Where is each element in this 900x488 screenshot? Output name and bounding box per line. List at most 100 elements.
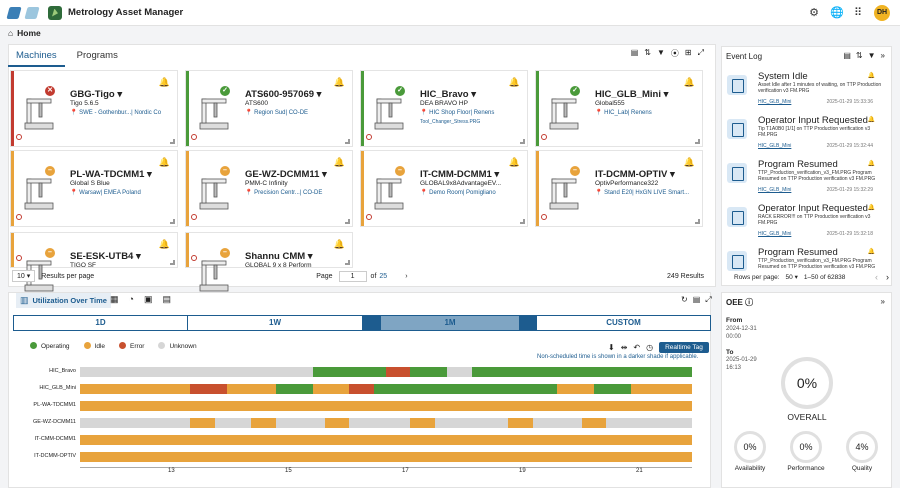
range-custom[interactable]: CUSTOM xyxy=(536,315,711,331)
range-1w[interactable]: 1W xyxy=(187,315,363,331)
machine-icon xyxy=(199,178,229,210)
next-page-icon[interactable]: › xyxy=(405,272,408,280)
group-icon[interactable]: ⊞ xyxy=(684,48,692,57)
history-icon[interactable]: ◷ xyxy=(646,343,654,352)
refresh-icon[interactable]: ↻ xyxy=(681,295,688,304)
breadcrumb-home[interactable]: Home xyxy=(17,28,41,38)
machine-card[interactable]: ✓ HIC_GLB_Mini ▾ Global555 📍 HIC_Lab| Renen… xyxy=(535,70,703,147)
stats-icon[interactable]: ▤ xyxy=(162,294,171,304)
machine-card[interactable]: ✓ HIC_Bravo ▾ DEA BRAVO HP 📍 HIC Shop Floor… xyxy=(360,70,528,147)
bell-icon[interactable]: 🔔 xyxy=(867,73,875,79)
bell-icon[interactable]: 🔔 xyxy=(333,157,345,167)
machine-name[interactable]: IT-CMM-DCMM1 ▾ xyxy=(420,169,500,180)
report-icon[interactable]: ▣ xyxy=(143,294,153,304)
resize-corner-icon xyxy=(345,260,350,265)
bell-icon[interactable]: 🔔 xyxy=(158,77,170,87)
realtime-tag-button[interactable]: Realtime Tag xyxy=(659,342,709,353)
range-1d[interactable]: 1D xyxy=(13,315,188,331)
sort-icon[interactable]: ⇅ xyxy=(644,48,651,57)
timeline-row[interactable] xyxy=(80,384,692,394)
machine-card[interactable]: – SE-ESK-UTB4 ▾ TIGO SF 🔔 xyxy=(10,232,178,292)
rows-per-page-select[interactable]: 10 ▾ xyxy=(12,270,36,282)
machine-name[interactable]: IT-DCMM-OPTIV ▾ xyxy=(595,169,675,180)
export-icon[interactable]: ▤ xyxy=(692,295,701,304)
undo-icon[interactable]: ↶ xyxy=(633,343,641,352)
machine-name[interactable]: SE-ESK-UTB4 ▾ xyxy=(70,251,141,262)
range-1m[interactable]: 1M xyxy=(380,315,520,331)
utilization-title: Utilization Over Time xyxy=(32,296,107,305)
machine-card[interactable]: – IT-DCMM-OPTIV ▾ OptivPerformance322 📍 Sta… xyxy=(535,150,703,227)
page-input[interactable]: 1 xyxy=(338,270,367,282)
collapse-icon[interactable]: » xyxy=(880,51,885,60)
bell-icon[interactable]: 🔔 xyxy=(158,157,170,167)
machine-name[interactable]: PL-WA-TDCMM1 ▾ xyxy=(70,169,152,180)
globe-icon[interactable]: 🌐 xyxy=(830,6,844,19)
machine-name[interactable]: Shannu CMM ▾ xyxy=(245,251,313,262)
machine-name[interactable]: HIC_GLB_Mini ▾ xyxy=(595,89,669,100)
expand-icon[interactable]: ⤢ xyxy=(697,48,704,57)
settings-gear-icon[interactable]: ⚙ xyxy=(809,6,819,19)
machine-program: Tool_Changer_Stress.PRG xyxy=(420,119,481,125)
timeline-row[interactable] xyxy=(80,367,692,377)
next-page-icon[interactable]: › xyxy=(886,272,889,282)
event-machine[interactable]: HIC_GLB_Mini xyxy=(758,143,792,149)
timeline-row[interactable] xyxy=(80,401,692,411)
bell-icon[interactable]: 🔔 xyxy=(158,239,170,249)
machine-card[interactable]: ✓ ATS600-957069 ▾ ATS600 📍 Region Sud| CO-D… xyxy=(185,70,353,147)
app-icon[interactable] xyxy=(48,5,62,20)
fit-icon[interactable]: ⇹ xyxy=(620,343,628,352)
timeline-row[interactable] xyxy=(80,435,692,445)
bell-icon[interactable]: 🔔 xyxy=(508,157,520,167)
bell-icon[interactable]: 🔔 xyxy=(867,161,875,167)
bell-icon[interactable]: 🔔 xyxy=(683,157,695,167)
filter-icon[interactable]: ▼ xyxy=(867,51,876,60)
avatar[interactable]: DH xyxy=(874,4,890,21)
event-item[interactable]: Operator Input Requested RACK ERROR!!! on… xyxy=(727,201,887,241)
event-item[interactable]: Program Resumed TTP_Production_verificati… xyxy=(727,245,887,285)
machine-card[interactable]: – PL-WA-TDCMM1 ▾ Global S Blue 📍 Warsaw| EM… xyxy=(10,150,178,227)
sort-icon[interactable]: ⇅ xyxy=(855,51,863,60)
event-rows-select[interactable]: 50 ▾ xyxy=(785,274,798,281)
machine-name[interactable]: ATS600-957069 ▾ xyxy=(245,89,322,100)
info-icon[interactable]: ⓘ xyxy=(745,298,754,307)
machine-card[interactable]: ✕ GBG-Tigo ▾ Tigo 5.6.5 📍 SWE - Gothenbur..… xyxy=(10,70,178,147)
machine-name[interactable]: HIC_Bravo ▾ xyxy=(420,89,476,100)
breadcrumb[interactable]: ⌂ Home xyxy=(8,28,41,38)
download-icon[interactable]: ⬇ xyxy=(608,343,615,352)
machine-card[interactable]: – Shannu CMM ▾ GLOBAL 9 x 8 Perform 🔔 xyxy=(185,232,353,292)
event-item[interactable]: System Idle Asset Idle after 1 minutes of… xyxy=(727,69,887,109)
tab-programs[interactable]: Programs xyxy=(76,50,118,61)
timeline-row[interactable] xyxy=(80,452,692,462)
bell-icon[interactable]: 🔔 xyxy=(867,205,875,211)
export-icon[interactable]: ▤ xyxy=(843,51,851,60)
tab-machines[interactable]: Machines xyxy=(8,46,65,67)
timeline-row[interactable] xyxy=(80,418,692,428)
utilization-tab[interactable]: ▥ Utilization Over Time xyxy=(16,293,111,308)
event-item[interactable]: Operator Input Requested Tip T1A0B0 [1/1]… xyxy=(727,113,887,153)
machine-name[interactable]: GBG-Tigo ▾ xyxy=(70,89,123,100)
bell-icon[interactable]: 🔔 xyxy=(867,249,875,255)
chart-icon: ▥ xyxy=(20,295,29,305)
bar-chart-icon[interactable]: ▦ xyxy=(110,294,119,304)
collapse-icon[interactable]: » xyxy=(880,297,885,306)
bell-icon[interactable]: 🔔 xyxy=(333,77,345,87)
bell-icon[interactable]: 🔔 xyxy=(508,77,520,87)
filter-icon[interactable]: ▼ xyxy=(656,48,665,57)
bell-icon[interactable]: 🔔 xyxy=(333,239,345,249)
bell-icon[interactable]: 🔔 xyxy=(867,117,875,123)
oee-title: OEE ⓘ xyxy=(726,298,754,307)
machine-card[interactable]: – IT-CMM-DCMM1 ▾ GLOBAL9x8AdvantageEV... 📍 … xyxy=(360,150,528,227)
pie-chart-icon[interactable]: ◔ xyxy=(128,294,134,304)
machine-card[interactable]: – GE-WZ-DCMM11 ▾ PMM-C Infinity 📍 Precision… xyxy=(185,150,353,227)
event-item[interactable]: Program Resumed TTP_Production_verificati… xyxy=(727,157,887,197)
apps-grid-icon[interactable]: ⠿ xyxy=(853,6,863,19)
export-icon[interactable]: ▤ xyxy=(630,48,639,57)
bell-icon[interactable]: 🔔 xyxy=(683,77,695,87)
location-pin-icon[interactable]: ⦿ xyxy=(670,49,679,58)
prev-page-icon[interactable]: ‹ xyxy=(875,272,878,282)
event-machine[interactable]: HIC_GLB_Mini xyxy=(758,99,792,105)
event-machine[interactable]: HIC_GLB_Mini xyxy=(758,231,792,237)
machine-name[interactable]: GE-WZ-DCMM11 ▾ xyxy=(245,169,327,180)
event-machine[interactable]: HIC_GLB_Mini xyxy=(758,187,792,193)
expand-icon[interactable]: ⤢ xyxy=(705,295,712,304)
